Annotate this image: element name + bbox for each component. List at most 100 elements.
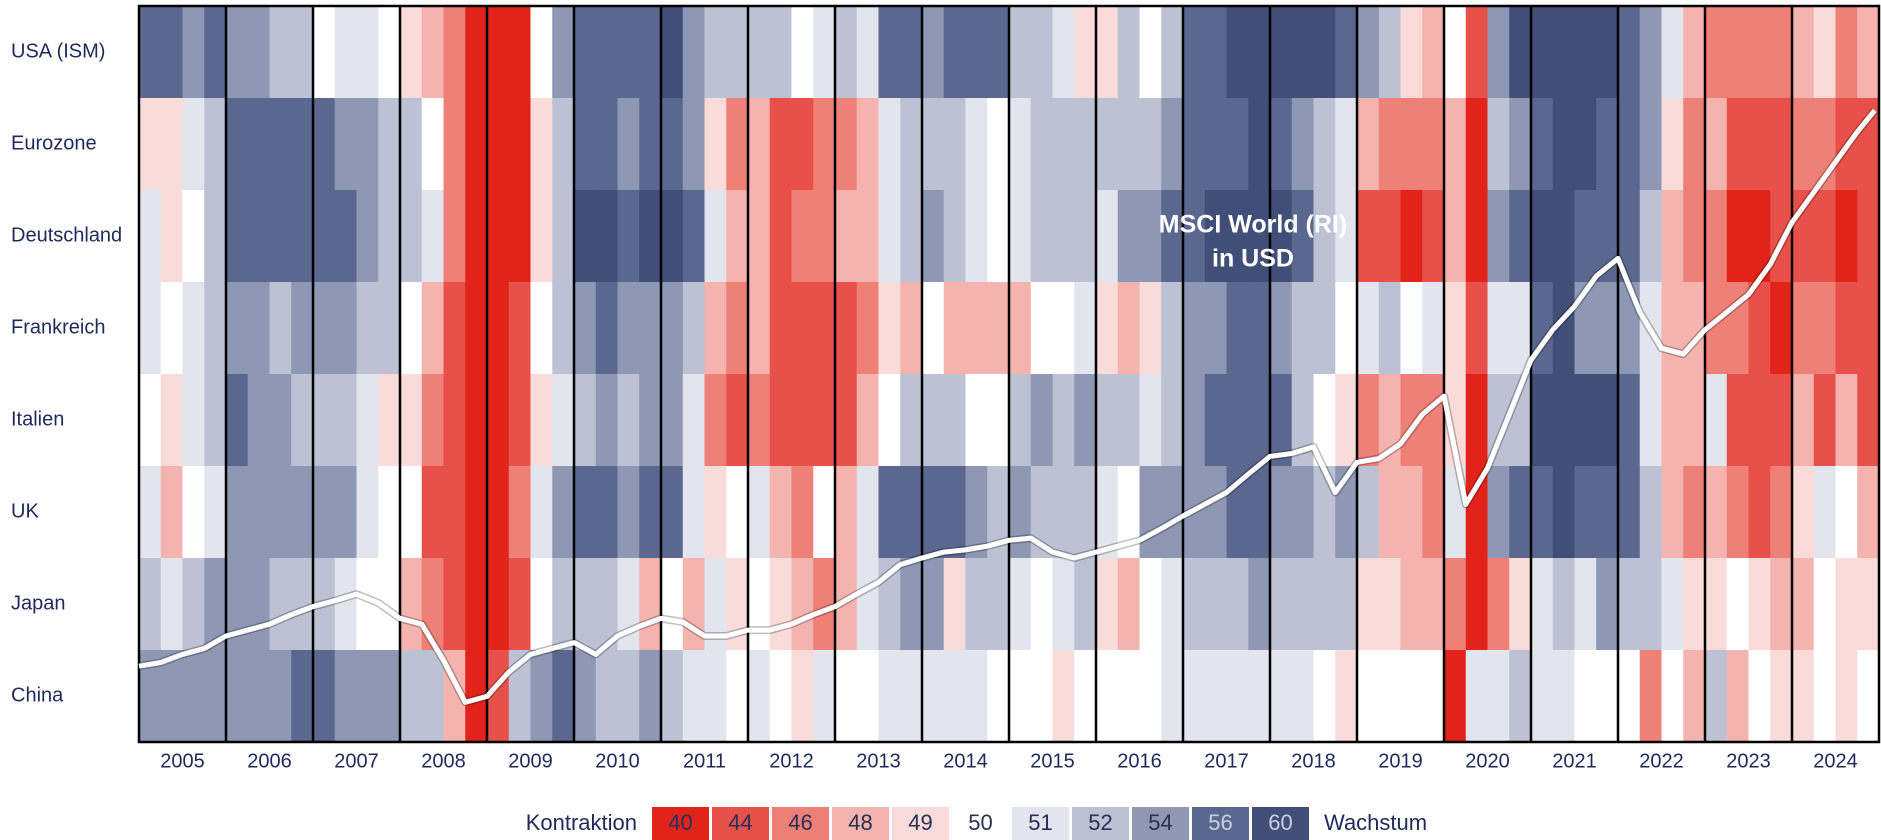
cell [1770, 282, 1793, 375]
cell [1531, 558, 1554, 651]
msci-line [138, 108, 1877, 705]
cell [269, 98, 292, 191]
cell [1422, 190, 1445, 283]
cell [1726, 558, 1750, 651]
cell [1770, 374, 1793, 467]
cell [1726, 374, 1750, 467]
cell [1335, 558, 1358, 651]
cell [1792, 282, 1815, 375]
cell [943, 466, 967, 559]
cell [247, 190, 271, 283]
cell [334, 98, 358, 191]
cell [922, 190, 945, 283]
cell [574, 98, 597, 191]
cell [530, 282, 553, 375]
cell [965, 282, 988, 375]
cell [1792, 558, 1815, 651]
cell [1291, 190, 1315, 283]
cell [1465, 190, 1489, 283]
cell [1074, 650, 1097, 743]
cell [1835, 190, 1858, 283]
cell [247, 466, 271, 559]
cell [900, 558, 923, 651]
cell [1618, 650, 1641, 743]
cell [726, 98, 749, 191]
cell [943, 650, 967, 743]
row-label: Deutschland [11, 224, 122, 246]
plot-frame [137, 4, 1881, 744]
cell [682, 190, 706, 283]
cell [1009, 558, 1032, 651]
cell [1248, 6, 1271, 99]
cell [1030, 650, 1054, 743]
legend-swatch [1072, 807, 1129, 840]
cell [878, 374, 901, 467]
row-label: Eurozone [11, 132, 97, 154]
cell [465, 190, 488, 283]
cell [1639, 558, 1663, 651]
cell [1335, 650, 1358, 743]
row-label: China [11, 684, 64, 706]
cell [1705, 190, 1728, 283]
cell [943, 374, 967, 467]
cell [835, 558, 858, 651]
cell [1574, 558, 1597, 651]
cell [1509, 190, 1532, 283]
cell [1204, 282, 1228, 375]
cell [1270, 98, 1293, 191]
cell [682, 282, 706, 375]
cell [1552, 558, 1576, 651]
cell [1030, 98, 1054, 191]
cell [791, 282, 814, 375]
cell [1009, 98, 1032, 191]
legend-value: 51 [1028, 810, 1052, 835]
cell [639, 374, 662, 467]
cell [1074, 374, 1097, 467]
cell [922, 98, 945, 191]
cell [334, 558, 358, 651]
legend-value: 50 [968, 810, 992, 835]
cell [595, 466, 619, 559]
cell [595, 190, 619, 283]
cell [1835, 466, 1858, 559]
cell [1357, 282, 1380, 375]
cell [574, 650, 597, 743]
cell [1661, 650, 1684, 743]
cell [1487, 466, 1510, 559]
cell [1161, 98, 1184, 191]
cell [204, 190, 227, 283]
cell [400, 6, 423, 99]
cell [552, 190, 575, 283]
cell [334, 374, 358, 467]
cell [247, 6, 271, 99]
cell [1313, 98, 1336, 191]
cell [856, 650, 880, 743]
cell [1248, 374, 1271, 467]
cell [1552, 6, 1576, 99]
cell [1661, 98, 1684, 191]
cell [1465, 650, 1489, 743]
cell [813, 558, 836, 651]
heatmap [139, 6, 1880, 743]
annotation: MSCI World (RI) [1159, 211, 1347, 239]
cell [595, 6, 619, 99]
cell [356, 558, 379, 651]
cell [552, 6, 575, 99]
cell [1618, 558, 1641, 651]
cell [508, 466, 532, 559]
cell [791, 374, 814, 467]
cell [1335, 374, 1358, 467]
cell [1204, 6, 1228, 99]
cell [1400, 6, 1423, 99]
cell [574, 466, 597, 559]
cell [748, 190, 771, 283]
cell [856, 558, 880, 651]
cell [530, 98, 553, 191]
cell [748, 374, 771, 467]
cell [1813, 466, 1837, 559]
cell [1618, 374, 1641, 467]
cell [1117, 282, 1141, 375]
x-tick-label: 2017 [1204, 750, 1249, 772]
cell [1335, 6, 1358, 99]
year-separators [137, 4, 1881, 744]
